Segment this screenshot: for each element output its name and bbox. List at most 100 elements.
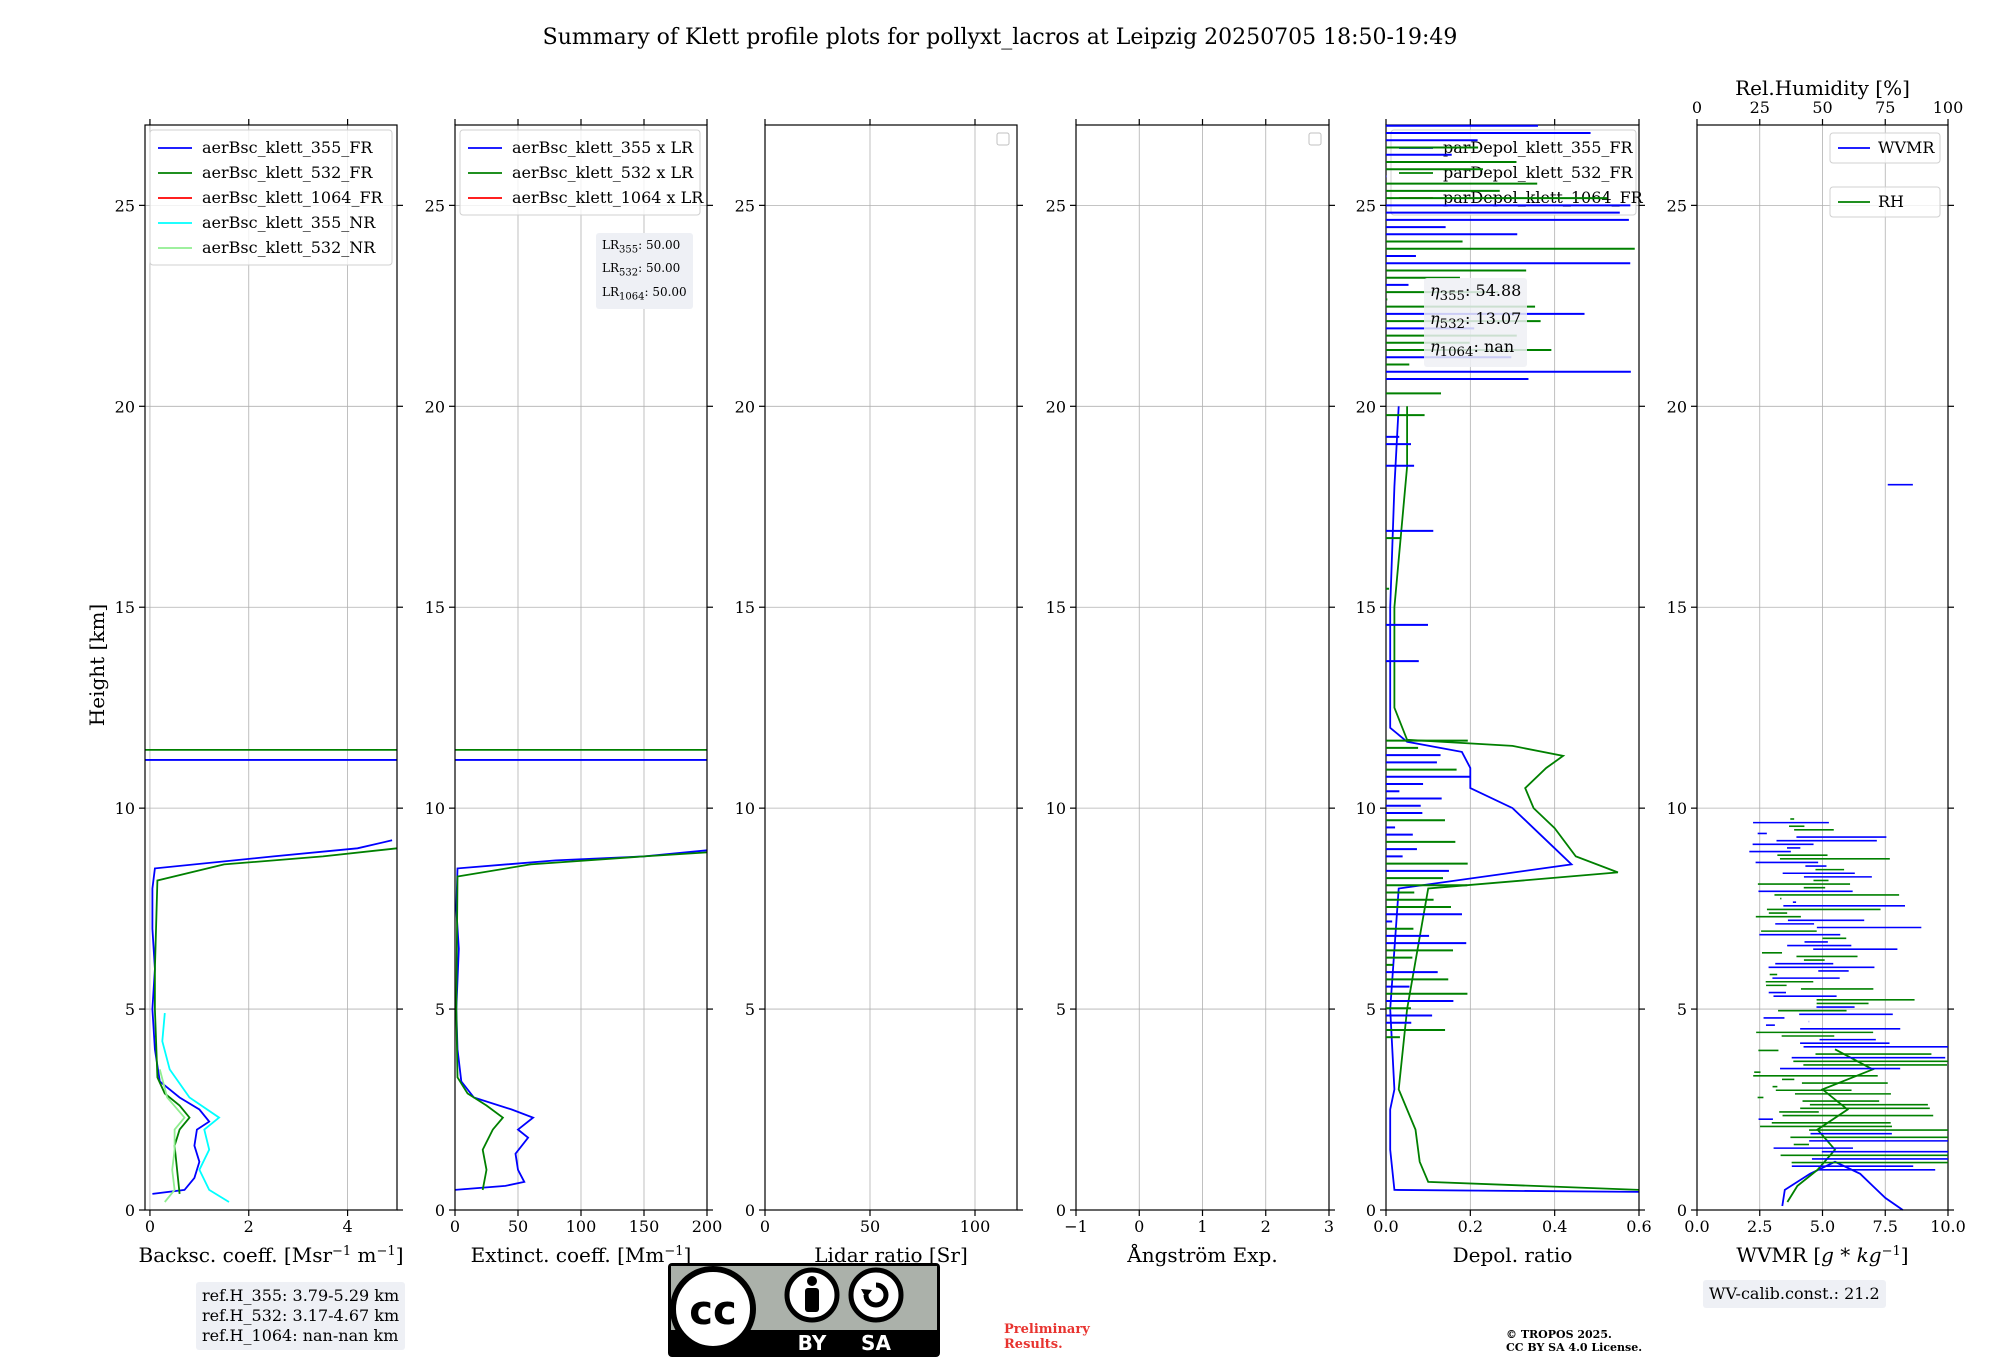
y-tick-label: 10 (1046, 799, 1066, 818)
svg-text:BY: BY (798, 1331, 827, 1355)
top-x-tick-label: 75 (1875, 98, 1895, 117)
legend-entry: aerBsc_klett_1064 x LR (512, 188, 704, 207)
y-tick-label: 25 (735, 196, 755, 215)
series-aerBsc_klett_355_FR (152, 840, 392, 1194)
top-x-axis-label: Rel.Humidity [%] (1735, 76, 1910, 100)
x-tick-label: 5.0 (1810, 1217, 1835, 1236)
x-tick-label: 0.6 (1626, 1217, 1651, 1236)
x-tick-label: 1 (1197, 1217, 1207, 1236)
lidar-ratio-box: LR355: 50.00 LR532: 50.00 LR1064: 50.00 (596, 233, 693, 309)
x-tick-label: 0 (1134, 1217, 1144, 1236)
y-tick-label: 10 (115, 799, 135, 818)
series-aerBsc_klett_532 x LR (456, 852, 707, 1190)
y-axis-label: Height [km] (85, 604, 109, 726)
x-axis-label: Ångström Exp. (1126, 1242, 1277, 1267)
preliminary-results-note: Preliminary Results. (1004, 1322, 1090, 1352)
legend-entry: aerBsc_klett_355_NR (202, 213, 376, 232)
y-tick-label: 10 (425, 799, 445, 818)
y-tick-label: 15 (1667, 598, 1687, 617)
y-tick-label: 20 (115, 397, 135, 416)
panel-1: 0 5 10 15 20 25 0 2 4 Backsc. coeff. [Msr−1 m−1] a… (115, 119, 404, 1267)
legend-entry: aerBsc_klett_532_NR (202, 238, 376, 257)
x-tick-label: 4 (342, 1217, 352, 1236)
x-tick-label: −1 (1064, 1217, 1088, 1236)
x-axis-label: WVMR [g * kg−1] (1736, 1243, 1908, 1267)
panel-4: 0510152025−1 0 1 2 3Ångström Exp. (1046, 119, 1335, 1267)
top-x-tick-label: 25 (1750, 98, 1770, 117)
eta-box: η355: 54.88 η532: 13.07 η1064: nan (1424, 278, 1527, 367)
y-tick-label: 25 (425, 196, 445, 215)
y-tick-label: 5 (125, 1000, 135, 1019)
x-tick-label: 2 (1261, 1217, 1271, 1236)
legend-entry: RH (1878, 192, 1904, 211)
x-tick-label: 150 (629, 1217, 660, 1236)
x-tick-label: 0 (760, 1217, 770, 1236)
axes-frame (145, 125, 397, 1210)
y-tick-label: 10 (1667, 799, 1687, 818)
y-tick-label: 15 (1356, 598, 1376, 617)
x-tick-label: 50 (860, 1217, 880, 1236)
x-axis-label: Backsc. coeff. [Msr−1 m−1] (139, 1243, 404, 1267)
top-x-tick-label: 50 (1812, 98, 1832, 117)
panel-6: 0 5 10 15 20 25 0.0 2.5 5.0 7.5 10.0 0 25 50 75 100 Rel.… (1667, 76, 1966, 1267)
x-axis-label: Depol. ratio (1453, 1243, 1573, 1267)
legend-entry: aerBsc_klett_355_FR (202, 138, 373, 157)
ref-height-532: ref.H_532: 3.17-4.67 km (202, 1306, 399, 1326)
legend-entry: aerBsc_klett_355 x LR (512, 138, 694, 157)
x-tick-label: 0.0 (1373, 1217, 1398, 1236)
svg-text:cc: cc (689, 1288, 736, 1334)
x-tick-label: 0.2 (1458, 1217, 1483, 1236)
y-tick-label: 15 (425, 598, 445, 617)
cc-by-sa-badge: cc BY SA (667, 1262, 941, 1358)
eta-355: η355: 54.88 (1430, 280, 1521, 308)
legend-entry: aerBsc_klett_532_FR (202, 163, 373, 182)
y-tick-label: 15 (735, 598, 755, 617)
x-tick-label: 100 (566, 1217, 597, 1236)
y-tick-label: 10 (1356, 799, 1376, 818)
y-tick-label: 10 (735, 799, 755, 818)
x-tick-label: 0.4 (1542, 1217, 1567, 1236)
top-x-tick-label: 0 (1692, 98, 1702, 117)
x-tick-label: 0 (145, 1217, 155, 1236)
x-tick-label: 0 (450, 1217, 460, 1236)
legend-entry: aerBsc_klett_1064_FR (202, 188, 384, 207)
svg-text:SA: SA (861, 1331, 891, 1355)
eta-532: η532: 13.07 (1430, 308, 1521, 336)
y-tick-label: 25 (1356, 196, 1376, 215)
legend-entry: aerBsc_klett_532 x LR (512, 163, 694, 182)
ref-height-355: ref.H_355: 3.79-5.29 km (202, 1286, 399, 1306)
y-tick-label: 0 (745, 1201, 755, 1220)
x-tick-label: 200 (692, 1217, 723, 1236)
lr-1064: LR1064: 50.00 (602, 283, 687, 306)
legend-entry: parDepol_klett_532_FR (1443, 163, 1634, 182)
eta-1064: η1064: nan (1430, 336, 1521, 364)
copyright-note: © TROPOS 2025. CC BY SA 4.0 License. (1506, 1328, 1642, 1354)
x-tick-label: 50 (508, 1217, 528, 1236)
reference-height-box: ref.H_355: 3.79-5.29 km ref.H_532: 3.17-… (196, 1282, 405, 1350)
top-x-tick-label: 100 (1933, 98, 1964, 117)
empty-legend (997, 133, 1009, 145)
figure-title: Summary of Klett profile plots for polly… (543, 25, 1458, 50)
series-aerBsc_klett_532_FR (155, 848, 397, 1194)
x-tick-label: 0.0 (1684, 1217, 1709, 1236)
x-tick-label: 2.5 (1747, 1217, 1772, 1236)
wv-calibration-box: WV-calib.const.: 21.2 (1703, 1280, 1886, 1308)
x-axis-label: Extinct. coeff. [Mm−1] (471, 1243, 692, 1267)
y-tick-label: 20 (425, 397, 445, 416)
y-tick-label: 25 (1046, 196, 1066, 215)
empty-legend (1309, 133, 1321, 145)
y-tick-label: 5 (1056, 1000, 1066, 1019)
axes-frame (765, 125, 1017, 1210)
y-tick-label: 20 (1046, 397, 1066, 416)
lr-355: LR355: 50.00 (602, 236, 687, 259)
x-tick-label: 100 (960, 1217, 991, 1236)
y-tick-label: 15 (1046, 598, 1066, 617)
sa-share-icon (851, 1270, 901, 1320)
y-tick-label: 20 (735, 397, 755, 416)
y-tick-label: 0 (125, 1201, 135, 1220)
lr-532: LR532: 50.00 (602, 259, 687, 282)
x-tick-label: 7.5 (1873, 1217, 1898, 1236)
ref-height-1064: ref.H_1064: nan-nan km (202, 1326, 399, 1346)
y-tick-label: 20 (1356, 397, 1376, 416)
x-tick-label: 2 (244, 1217, 254, 1236)
